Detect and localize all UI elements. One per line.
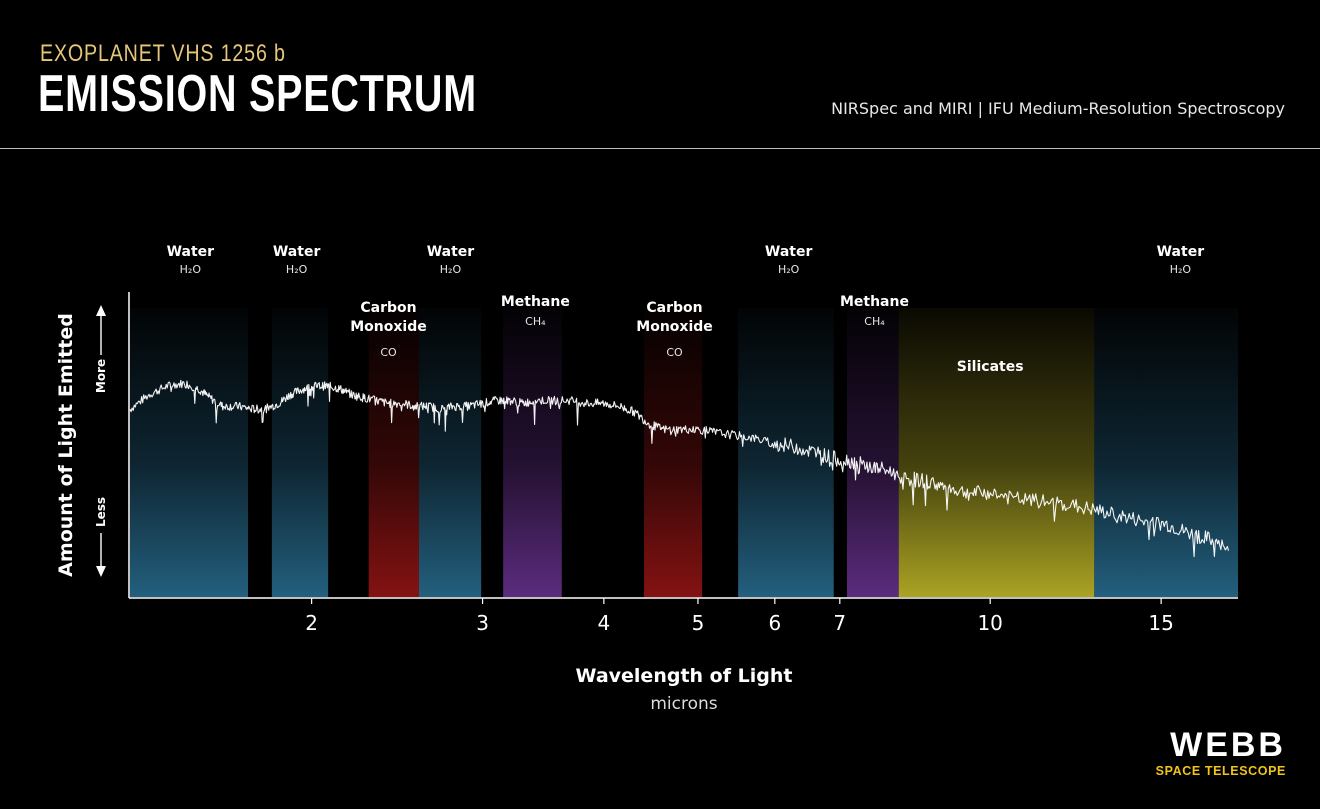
band-name: Methane [501,294,570,310]
band-formula: H₂O [180,263,202,276]
band-methane-4 [503,308,562,597]
chart-title: EMISSION SPECTRUM [38,65,477,123]
band-label-0: Water H₂O [167,244,215,276]
band-label-6: Water H₂O [765,244,813,276]
logo-tagline: SPACE TELESCOPE [1155,764,1286,778]
band-formula: CO [666,346,683,359]
y-less-label: Less [94,497,108,527]
y-less-arrow-head [96,566,106,577]
band-carbon-monoxide-2 [368,308,419,597]
band-name: Water [1157,244,1205,260]
band-methane-7 [846,308,899,597]
x-tick-label-2: 2 [305,611,318,635]
band-name: Water [765,244,813,260]
x-axis-unit: microns [650,694,717,714]
spectrum-line [129,379,1230,558]
band-label-8: Silicates [957,359,1024,375]
band-label-4: Methane CH₄ [501,294,570,328]
chart-kicker: EXOPLANET VHS 1256 b [40,40,286,67]
band-name-line1: Carbon [360,300,416,316]
band-formula: H₂O [1170,263,1192,276]
band-carbon-monoxide-5 [644,308,703,597]
x-tick-label-5: 5 [692,611,705,635]
band-label-5: Carbon Monoxide CO [636,300,712,359]
band-label-9: Water H₂O [1157,244,1205,276]
chart-subtitle: NIRSpec and MIRI | IFU Medium-Resolution… [831,99,1285,118]
band-name: Silicates [957,359,1024,375]
band-label-1: Water H₂O [273,244,321,276]
header-divider [0,148,1320,149]
band-name: Methane [840,294,909,310]
x-tick-label-3: 3 [476,611,489,635]
x-tick-label-4: 4 [597,611,610,635]
logo-wordmark: WEBB [1170,726,1286,764]
band-name: Water [167,244,215,260]
band-name: Water [427,244,475,260]
y-more-arrow-head [96,305,106,316]
band-label-7: Methane CH₄ [840,294,909,328]
band-label-2: Carbon Monoxide CO [350,300,426,359]
x-axis-label: Wavelength of Light [576,665,793,687]
band-formula: CH₄ [525,315,546,328]
band-water-0 [130,308,249,597]
band-water-1 [271,308,329,597]
band-silicates-8 [898,308,1095,597]
webb-logo: WEBB SPACE TELESCOPE [1156,728,1286,778]
band-formula: H₂O [778,263,800,276]
band-name-line1: Carbon [646,300,702,316]
y-more-label: More [94,359,108,393]
band-water-9 [1094,308,1238,597]
x-tick-label-15: 15 [1148,611,1173,635]
band-label-3: Water H₂O [427,244,475,276]
x-tick-label-6: 6 [768,611,781,635]
band-water-6 [738,308,834,597]
x-tick-label-7: 7 [833,611,846,635]
band-name: Water [273,244,321,260]
band-water-3 [418,308,482,597]
band-formula: H₂O [286,263,308,276]
x-tick-label-10: 10 [977,611,1002,635]
band-name-line2: Monoxide [350,319,426,335]
band-formula: H₂O [440,263,462,276]
band-name-line2: Monoxide [636,319,712,335]
band-formula: CO [380,346,397,359]
y-axis-label: Amount of Light Emitted [55,313,77,577]
band-formula: CH₄ [864,315,885,328]
